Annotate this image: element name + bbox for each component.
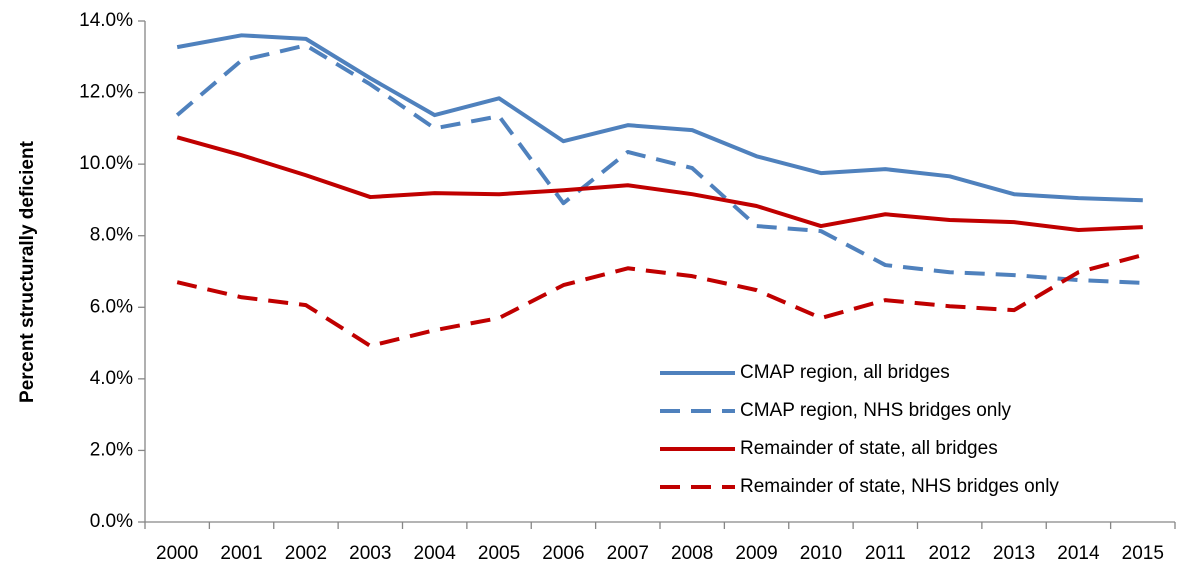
legend-label: Remainder of state, NHS bridges only [740,476,1059,497]
y-tick-label: 14.0% [79,10,133,31]
x-tick-label: 2003 [349,543,391,564]
x-tick-label: 2005 [478,543,520,564]
y-tick-label: 4.0% [90,368,133,389]
legend-label: CMAP region, all bridges [740,362,950,383]
series-line [176,33,1143,203]
x-tick-label: 2008 [671,543,713,564]
legend-label: CMAP region, NHS bridges only [740,400,1012,421]
x-tick-label: 2000 [156,543,198,564]
x-tick-label: 2014 [1057,543,1100,564]
x-tick-label: 2002 [285,543,327,564]
y-tick-label: 8.0% [90,225,133,246]
x-tick-label: 2013 [993,543,1035,564]
y-tick-label: 0.0% [90,511,133,532]
y-tick-label: 2.0% [90,439,133,460]
x-tick-label: 2012 [929,543,971,564]
legend-label: Remainder of state, all bridges [740,438,998,459]
y-tick-label: 12.0% [79,82,133,103]
x-tick-label: 2009 [735,543,777,564]
x-tick-label: 2010 [800,543,842,564]
x-tick-label: 2001 [220,543,262,564]
x-tick-label: 2015 [1122,543,1164,564]
y-tick-label: 10.0% [79,153,133,174]
series-line [176,135,1143,232]
x-tick-label: 2006 [542,543,584,564]
x-tick-label: 2011 [865,543,906,564]
y-axis-label: Percent structurally deficient [17,140,38,403]
series-line [175,43,1143,285]
y-tick-label: 6.0% [90,296,133,317]
x-tick-label: 2007 [607,543,649,564]
series-line [176,253,1144,348]
x-tick-label: 2004 [414,543,457,564]
